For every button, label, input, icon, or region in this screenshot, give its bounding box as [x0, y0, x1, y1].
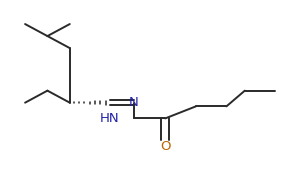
- Text: O: O: [160, 140, 170, 153]
- Text: N: N: [129, 96, 139, 109]
- Text: HN: HN: [100, 112, 119, 125]
